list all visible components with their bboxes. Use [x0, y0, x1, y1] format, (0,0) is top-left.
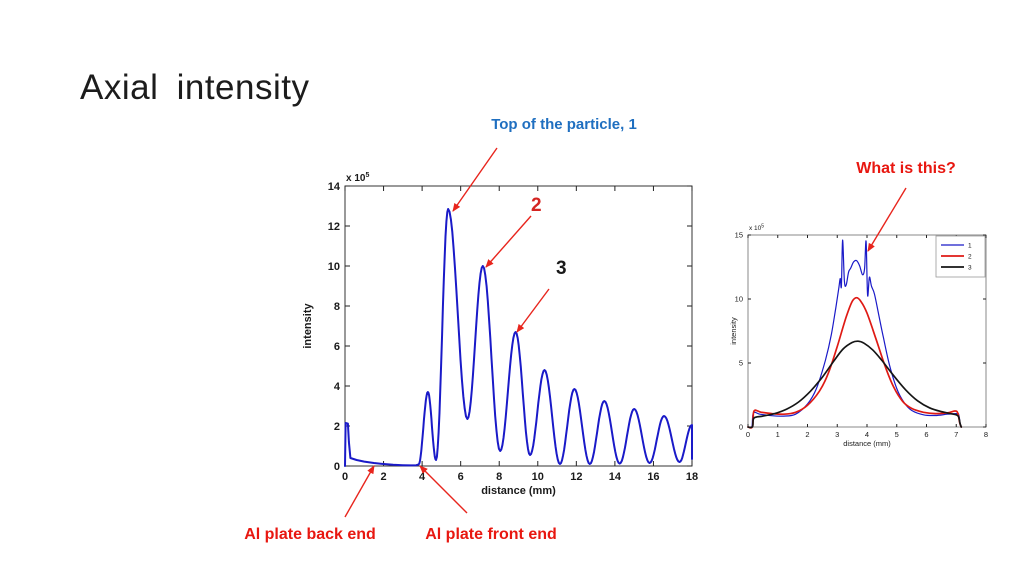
- annotation-what-is-this: What is this?: [856, 160, 956, 177]
- y-tick-label: 10: [328, 261, 340, 273]
- annotation-al-plate-back-end: Al plate back end: [244, 526, 376, 543]
- annotation-arrow: [452, 147, 498, 212]
- x-tick-label: 6: [458, 471, 464, 483]
- series-2-curve: [747, 296, 963, 429]
- x-tick-label: 10: [532, 471, 544, 483]
- x-tick-label: 4: [865, 430, 869, 439]
- x-tick-label: 5: [895, 430, 899, 439]
- series-1-curve: [747, 239, 962, 429]
- annotation-peak-3-label: 3: [556, 258, 567, 279]
- x-tick-label: 8: [984, 430, 988, 439]
- y-axis-label: intensity: [729, 317, 738, 345]
- y-tick-label: 12: [328, 221, 340, 233]
- y-axis-label: intensity: [302, 303, 314, 349]
- x-tick-label: 18: [686, 471, 698, 483]
- annotation-arrows: [344, 147, 907, 518]
- annotation-arrow: [516, 288, 550, 333]
- y-tick-label: 0: [739, 423, 743, 432]
- main-plot: 0 2 4 6 8 10 12 14 16 18 0 2 4 6 8 10 12 14 distance (mm) i…: [302, 172, 698, 497]
- legend-label: 1: [968, 243, 972, 250]
- x-tick-label: 8: [496, 471, 502, 483]
- x-tick-label: 14: [609, 471, 622, 483]
- x-tick-label: 1: [776, 430, 780, 439]
- x-tick-label: 6: [924, 430, 928, 439]
- y-tick-label: 2: [334, 421, 340, 433]
- x-tick-label: 16: [647, 471, 659, 483]
- annotation-arrow: [867, 187, 907, 252]
- x-tick-label: 4: [419, 471, 426, 483]
- x-tick-label: 12: [570, 471, 582, 483]
- y-tick-label: 0: [334, 461, 340, 473]
- annotation-arrow: [344, 465, 375, 518]
- legend-label: 2: [968, 254, 972, 261]
- y-tick-label: 14: [328, 181, 341, 193]
- x-tick-label: 2: [380, 471, 386, 483]
- annotation-al-plate-front-end: Al plate front end: [425, 526, 557, 543]
- y-scale-label: x 105: [346, 172, 369, 184]
- y-tick-label: 4: [334, 381, 341, 393]
- x-tick-label: 3: [835, 430, 839, 439]
- annotation-arrow: [419, 465, 468, 514]
- series-axial-intensity-curve: [344, 208, 693, 467]
- y-tick-label: 5: [739, 359, 743, 368]
- annotation-peak-2-label: 2: [531, 195, 542, 216]
- x-axis-label: distance (mm): [481, 485, 556, 497]
- y-tick-label: 15: [735, 231, 743, 240]
- y-tick-label: 10: [735, 295, 743, 304]
- slide-title: Axial intensity: [80, 68, 310, 107]
- legend-label: 3: [968, 265, 972, 272]
- inset-plot: 0 1 2 3 4 5 6 7 8 0 5 10 15 distance (mm) intensity x 1…: [729, 223, 988, 448]
- y-scale-label: x 105: [749, 223, 764, 232]
- y-tick-label: 6: [334, 341, 340, 353]
- x-tick-label: 7: [954, 430, 958, 439]
- annotation-arrow: [485, 215, 532, 268]
- plot-box: [344, 185, 693, 467]
- x-tick-label: 0: [746, 430, 750, 439]
- x-axis-label: distance (mm): [843, 439, 891, 448]
- x-tick-label: 2: [805, 430, 809, 439]
- x-tick-label: 0: [342, 471, 348, 483]
- annotation-top-of-particle: Top of the particle, 1: [491, 116, 637, 133]
- y-tick-label: 8: [334, 301, 340, 313]
- series-3-curve: [747, 340, 963, 429]
